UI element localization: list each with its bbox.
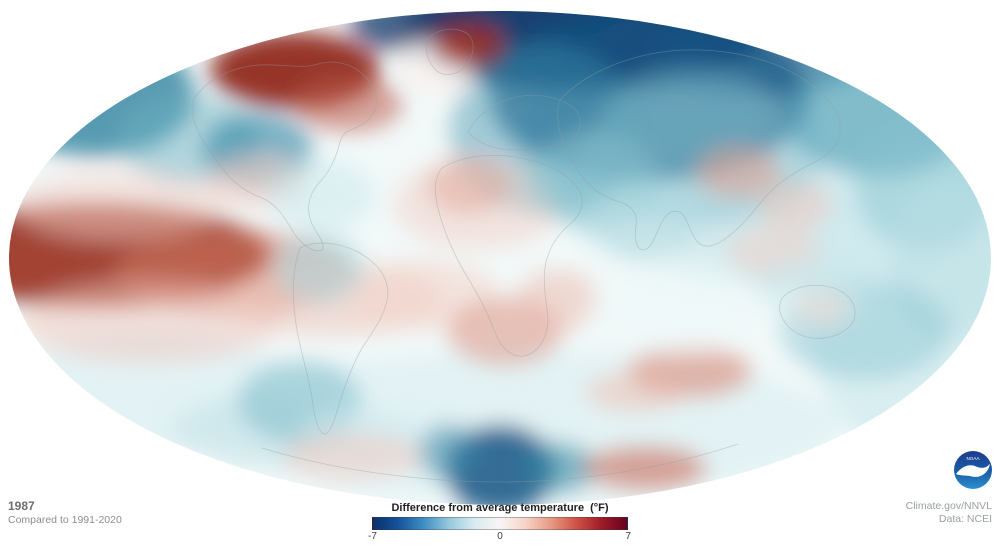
- noaa-logo: NOAA: [954, 451, 992, 489]
- credit-data: Data: NCEI: [938, 513, 992, 525]
- credits-block: Climate.gov/NNVL Data: NCEI: [906, 500, 992, 526]
- credit-site: Climate.gov/NNVL: [905, 500, 992, 512]
- anomaly-blob: [282, 432, 422, 480]
- outline-asia: [557, 49, 841, 251]
- outline-north-america: [192, 61, 377, 252]
- anomaly-blob: [522, 442, 594, 494]
- colorbar-wrap: -7 0 7: [368, 517, 631, 542]
- anomaly-blob: [265, 160, 375, 230]
- outline-europe: [467, 94, 581, 151]
- world-anomaly-map: [9, 11, 991, 505]
- anomaly-field: [9, 11, 991, 505]
- anomaly-blob: [516, 270, 600, 330]
- anomaly-blob: [432, 23, 504, 67]
- noaa-logo-bird: [956, 463, 990, 477]
- outline-greenland: [425, 28, 474, 75]
- anomaly-blob: [275, 233, 365, 303]
- anomaly-blob: [696, 146, 780, 198]
- outline-south-america: [292, 242, 389, 435]
- anomaly-blob: [20, 280, 280, 364]
- year-label: 1987: [8, 499, 35, 513]
- outline-africa: [434, 154, 583, 357]
- anomaly-blob: [596, 186, 700, 258]
- anomaly-blob: [393, 160, 563, 250]
- colorbar-tick-min: -7: [368, 531, 377, 542]
- outline-australia: [779, 284, 856, 339]
- colorbar-unit: (°F): [590, 502, 609, 514]
- colorbar-title: Difference from average temperature (°F): [323, 502, 677, 514]
- anomaly-blob: [418, 424, 478, 480]
- anomaly-blob: [13, 170, 223, 240]
- anomaly-blob: [585, 372, 685, 412]
- anomaly-blob: [605, 65, 775, 165]
- anomaly-blob: [794, 290, 850, 326]
- anomaly-blob: [590, 255, 760, 355]
- noaa-logo-text: NOAA: [966, 456, 980, 461]
- anomaly-blob: [293, 76, 403, 132]
- colorbar-title-text: Difference from average temperature: [391, 502, 585, 514]
- outline-antarctica: [261, 443, 739, 483]
- anomaly-blob: [583, 446, 707, 490]
- continent-outlines: [192, 28, 856, 483]
- colorbar-gradient: [372, 517, 628, 530]
- colorbar-tick-mid: 0: [497, 531, 503, 542]
- colorbar-tick-max: 7: [625, 531, 631, 542]
- anomaly-blob: [757, 181, 833, 229]
- baseline-label: Compared to 1991-2020: [8, 514, 122, 526]
- colorbar-legend: Difference from average temperature (°F) …: [323, 502, 677, 542]
- year-block: 1987 Compared to 1991-2020: [8, 499, 122, 526]
